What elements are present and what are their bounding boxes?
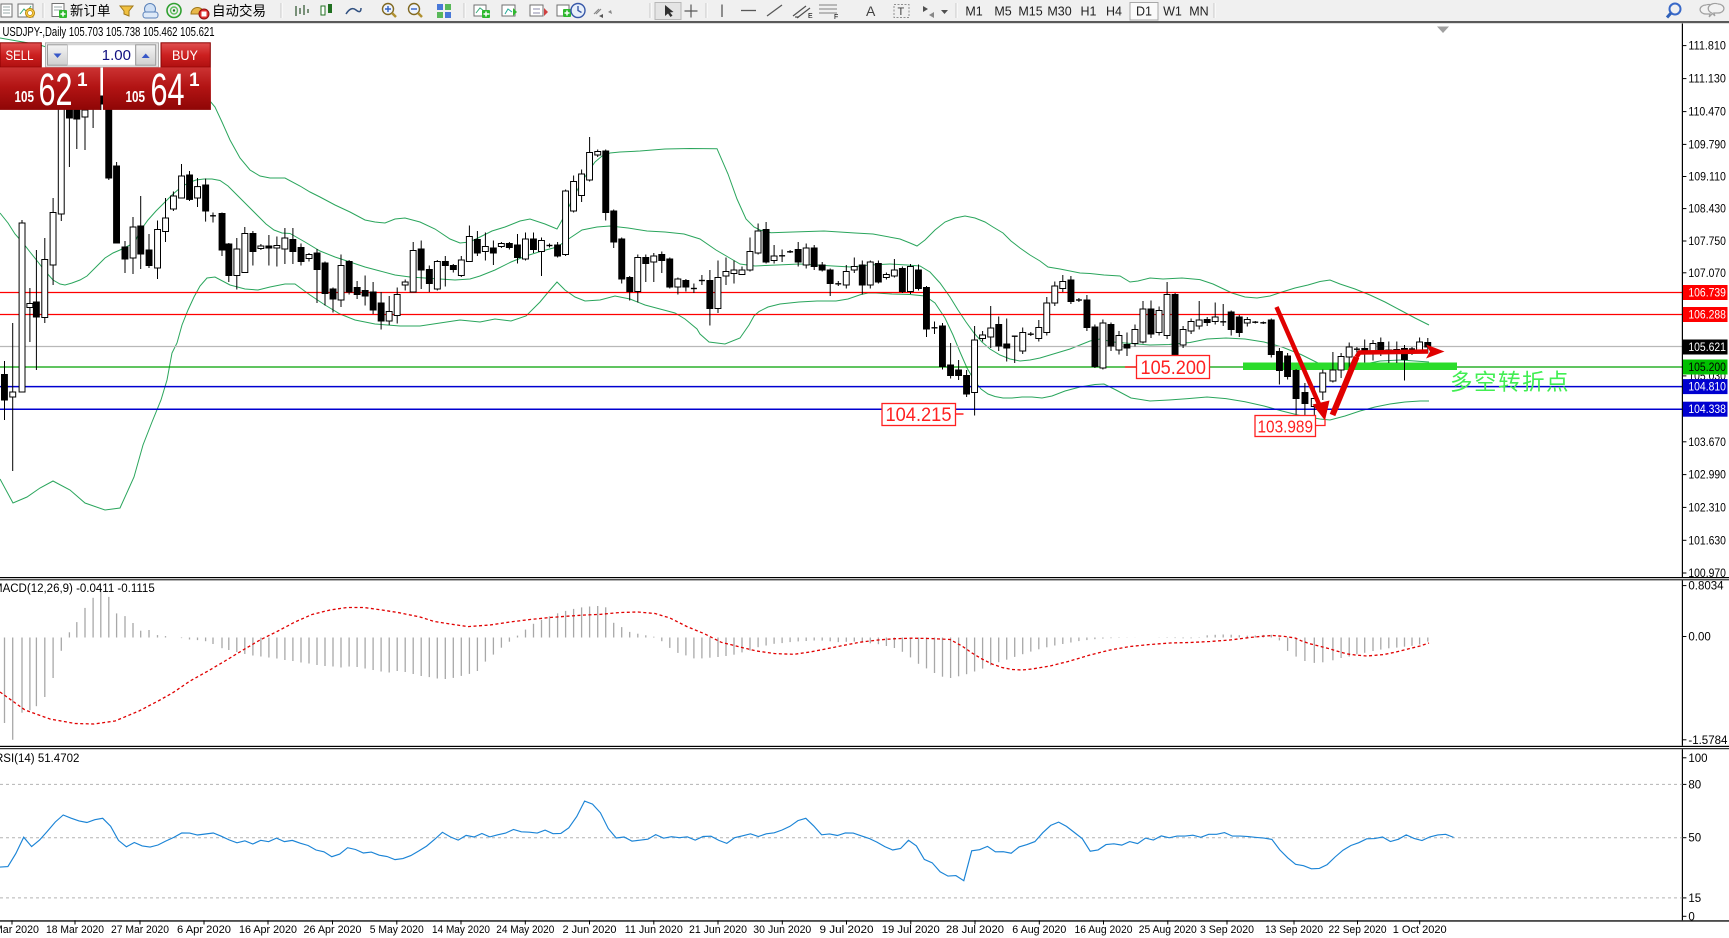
svg-text:T: T bbox=[898, 6, 905, 18]
svg-text:13 Sep 2020: 13 Sep 2020 bbox=[1265, 924, 1323, 936]
svg-text:2 Jun 2020: 2 Jun 2020 bbox=[563, 924, 617, 936]
svg-text:1: 1 bbox=[189, 70, 200, 91]
svg-text:25 Aug 2020: 25 Aug 2020 bbox=[1139, 924, 1197, 936]
svg-text:6 Apr 2020: 6 Apr 2020 bbox=[177, 924, 231, 936]
svg-text:SELL: SELL bbox=[6, 47, 34, 63]
svg-text:105.200: 105.200 bbox=[1141, 357, 1207, 379]
svg-text:28 Jul 2020: 28 Jul 2020 bbox=[946, 924, 1004, 936]
svg-text:A: A bbox=[866, 3, 876, 19]
svg-text:111.810: 111.810 bbox=[1688, 41, 1726, 53]
svg-text:109.110: 109.110 bbox=[1688, 172, 1726, 184]
svg-text:W1: W1 bbox=[1163, 5, 1182, 19]
svg-text:107.750: 107.750 bbox=[1688, 236, 1726, 248]
svg-text:16 Apr 2020: 16 Apr 2020 bbox=[239, 924, 297, 936]
svg-text:16 Aug 2020: 16 Aug 2020 bbox=[1075, 924, 1133, 936]
svg-text:自动交易: 自动交易 bbox=[212, 3, 266, 19]
svg-text:1: 1 bbox=[77, 70, 88, 91]
svg-text:21 Jun 2020: 21 Jun 2020 bbox=[689, 924, 747, 936]
svg-text:104.810: 104.810 bbox=[1688, 382, 1726, 394]
svg-text:1.00: 1.00 bbox=[102, 47, 131, 64]
svg-text:101.630: 101.630 bbox=[1688, 535, 1726, 547]
svg-text:109.790: 109.790 bbox=[1688, 139, 1726, 151]
svg-text:50: 50 bbox=[1688, 833, 1701, 845]
svg-text:18 Mar 2020: 18 Mar 2020 bbox=[46, 924, 104, 936]
svg-text:RSI(14) 51.4702: RSI(14) 51.4702 bbox=[0, 753, 79, 765]
svg-text:62: 62 bbox=[39, 64, 73, 115]
svg-text:22 Sep 2020: 22 Sep 2020 bbox=[1329, 924, 1387, 936]
svg-text:103.989: 103.989 bbox=[1258, 417, 1314, 437]
svg-text:D1: D1 bbox=[1136, 5, 1152, 19]
svg-text:15: 15 bbox=[1688, 893, 1701, 905]
svg-text:107.070: 107.070 bbox=[1688, 268, 1726, 280]
svg-text:9 Mar 2020: 9 Mar 2020 bbox=[0, 924, 39, 936]
svg-text:0.00: 0.00 bbox=[1688, 632, 1710, 644]
svg-text:0: 0 bbox=[1688, 911, 1694, 923]
svg-text:5 May 2020: 5 May 2020 bbox=[370, 924, 424, 936]
svg-text:新订单: 新订单 bbox=[70, 4, 111, 19]
svg-text:6 Aug 2020: 6 Aug 2020 bbox=[1012, 924, 1066, 936]
svg-text:111.130: 111.130 bbox=[1688, 74, 1726, 86]
svg-text:M5: M5 bbox=[994, 5, 1011, 19]
svg-text:104.215: 104.215 bbox=[886, 404, 952, 426]
svg-text:110.470: 110.470 bbox=[1688, 107, 1726, 119]
svg-text:USDJPY-,Daily 105.703 105.738: USDJPY-,Daily 105.703 105.738 105.462 10… bbox=[3, 25, 215, 39]
svg-text:64: 64 bbox=[151, 64, 185, 115]
svg-text:103.670: 103.670 bbox=[1688, 437, 1726, 449]
svg-text:MACD(12,26,9) -0.0411 -0.1115: MACD(12,26,9) -0.0411 -0.1115 bbox=[0, 583, 155, 595]
svg-text:100: 100 bbox=[1688, 753, 1707, 765]
svg-text:105: 105 bbox=[15, 89, 35, 106]
svg-text:多空转折点: 多空转折点 bbox=[1450, 370, 1570, 395]
svg-text:102.310: 102.310 bbox=[1688, 502, 1726, 514]
svg-text:H1: H1 bbox=[1081, 5, 1097, 19]
svg-text:H4: H4 bbox=[1106, 5, 1122, 19]
svg-text:BUY: BUY bbox=[172, 47, 199, 63]
svg-text:105.200: 105.200 bbox=[1688, 362, 1726, 374]
svg-text:F: F bbox=[834, 14, 838, 21]
svg-text:9 Jul 2020: 9 Jul 2020 bbox=[820, 924, 874, 936]
svg-text:M1: M1 bbox=[965, 5, 982, 19]
svg-text:14 May 2020: 14 May 2020 bbox=[432, 924, 490, 936]
svg-text:-1.5784: -1.5784 bbox=[1688, 735, 1728, 747]
svg-text:E: E bbox=[808, 13, 813, 20]
svg-text:105: 105 bbox=[126, 89, 146, 106]
svg-text:3 Sep 2020: 3 Sep 2020 bbox=[1200, 924, 1254, 936]
svg-text:24 May 2020: 24 May 2020 bbox=[496, 924, 554, 936]
svg-text:MN: MN bbox=[1189, 5, 1208, 19]
svg-text:27 Mar 2020: 27 Mar 2020 bbox=[111, 924, 169, 936]
svg-text:102.990: 102.990 bbox=[1688, 470, 1726, 482]
svg-text:106.739: 106.739 bbox=[1688, 288, 1726, 300]
svg-text:1 Oct 2020: 1 Oct 2020 bbox=[1393, 924, 1447, 936]
svg-text:19 Jul 2020: 19 Jul 2020 bbox=[882, 924, 940, 936]
svg-text:108.430: 108.430 bbox=[1688, 204, 1726, 216]
svg-text:26 Apr 2020: 26 Apr 2020 bbox=[304, 924, 362, 936]
svg-text:104.338: 104.338 bbox=[1688, 404, 1726, 416]
svg-text:100.970: 100.970 bbox=[1688, 568, 1726, 580]
svg-text:M30: M30 bbox=[1047, 5, 1071, 19]
svg-text:80: 80 bbox=[1688, 779, 1701, 791]
svg-text:11 Jun 2020: 11 Jun 2020 bbox=[625, 924, 683, 936]
svg-text:0.8034: 0.8034 bbox=[1688, 581, 1724, 593]
svg-text:105.621: 105.621 bbox=[1688, 342, 1726, 354]
svg-text:106.288: 106.288 bbox=[1688, 310, 1726, 322]
svg-text:M15: M15 bbox=[1018, 5, 1042, 19]
svg-text:30 Jun 2020: 30 Jun 2020 bbox=[753, 924, 811, 936]
